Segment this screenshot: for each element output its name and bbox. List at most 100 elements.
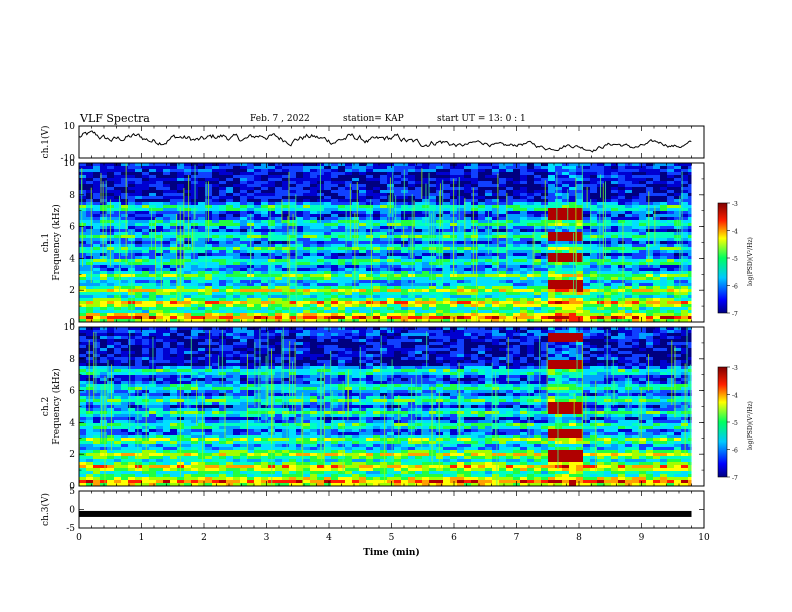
spectrogram-cell bbox=[653, 241, 660, 244]
spectrogram-cell bbox=[240, 211, 247, 214]
spectrogram-cell bbox=[401, 316, 408, 319]
spectrogram-cell bbox=[611, 199, 618, 202]
spectrogram-cell bbox=[513, 190, 520, 193]
spectrogram-cell bbox=[520, 319, 527, 322]
spectrogram-cell bbox=[688, 292, 692, 295]
spectrogram-cell bbox=[296, 193, 303, 196]
spectrogram-cell bbox=[408, 330, 415, 333]
spectrogram-cell bbox=[149, 301, 156, 304]
spectrogram-cell bbox=[492, 301, 499, 304]
spectrogram-cell bbox=[135, 172, 142, 175]
spectrogram-cell bbox=[373, 235, 380, 238]
spectrogram-cell bbox=[660, 274, 667, 277]
spectrogram-cell bbox=[492, 232, 499, 235]
spectrogram-cell bbox=[352, 199, 359, 202]
spectrogram-cell bbox=[646, 181, 653, 184]
spectrogram-cell bbox=[149, 307, 156, 310]
spectrogram-cell bbox=[576, 289, 583, 292]
spectrogram-cell bbox=[611, 292, 618, 295]
spectrogram-cell bbox=[240, 327, 247, 330]
spectrogram-cell bbox=[289, 202, 296, 205]
spectrogram-cell bbox=[345, 193, 352, 196]
spectrogram-cell bbox=[373, 292, 380, 295]
spectrogram-cell bbox=[345, 333, 352, 336]
spectrogram-cell bbox=[135, 169, 142, 172]
spectrogram-cell bbox=[415, 295, 422, 298]
spectrogram-cell bbox=[632, 181, 639, 184]
spectrogram-cell bbox=[520, 289, 527, 292]
spectrogram-cell bbox=[198, 304, 205, 307]
spectrogram-cell bbox=[338, 181, 345, 184]
spectrogram-cell bbox=[548, 250, 555, 253]
spectrogram-cell bbox=[583, 304, 590, 307]
spectrogram-cell bbox=[583, 253, 590, 256]
spectrogram-cell bbox=[611, 187, 618, 190]
spectrogram-cell bbox=[394, 283, 401, 286]
spectrogram-cell bbox=[611, 262, 618, 265]
spectrogram-cell bbox=[597, 223, 604, 226]
spectrogram-cell bbox=[562, 262, 569, 265]
spectrogram-cell bbox=[513, 271, 520, 274]
spectrogram-cell bbox=[282, 301, 289, 304]
spectrogram-cell bbox=[646, 190, 653, 193]
spectrogram-cell bbox=[429, 238, 436, 241]
spectrogram-cell bbox=[303, 199, 310, 202]
spectrogram-cell bbox=[254, 292, 261, 295]
spectrogram-cell bbox=[170, 241, 177, 244]
spectrogram-cell bbox=[471, 184, 478, 187]
spectrogram-cell bbox=[499, 193, 506, 196]
spectrogram-cell bbox=[86, 265, 93, 268]
spectrogram-cell bbox=[212, 330, 219, 333]
spectrogram-cell bbox=[114, 298, 121, 301]
spectrogram-cell bbox=[170, 283, 177, 286]
spectrogram-cell bbox=[632, 229, 639, 232]
spectrogram-cell bbox=[499, 244, 506, 247]
spectrogram-cell bbox=[443, 247, 450, 250]
spectrogram-cell bbox=[632, 295, 639, 298]
spectrogram-cell bbox=[422, 253, 429, 256]
spectrogram-cell bbox=[338, 232, 345, 235]
spectrogram-cell bbox=[135, 265, 142, 268]
spectrogram-cell bbox=[464, 172, 471, 175]
spectrogram-cell bbox=[233, 163, 240, 166]
spectrogram-cell bbox=[310, 327, 317, 330]
spectrogram-cell bbox=[527, 298, 534, 301]
spectrogram-cell bbox=[618, 271, 625, 274]
spectrogram-cell bbox=[114, 330, 121, 333]
spectrogram-cell bbox=[548, 304, 555, 307]
spectrogram-cell bbox=[485, 271, 492, 274]
spectrogram-cell bbox=[303, 316, 310, 319]
spectrogram-cell bbox=[114, 268, 121, 271]
spectrogram-cell bbox=[688, 166, 692, 169]
spectrogram-cell bbox=[590, 172, 597, 175]
spectrogram-cell bbox=[233, 223, 240, 226]
spectrogram-cell bbox=[282, 202, 289, 205]
spectrogram-cell bbox=[93, 190, 100, 193]
spectrogram-cell bbox=[625, 259, 632, 262]
spectrogram-cell bbox=[611, 307, 618, 310]
spectrogram-cell bbox=[121, 187, 128, 190]
spectrogram-cell bbox=[653, 211, 660, 214]
spectrogram-cell bbox=[380, 163, 387, 166]
spectrogram-cell bbox=[576, 232, 583, 235]
spectrogram-cell bbox=[352, 196, 359, 199]
spectrogram-cell bbox=[317, 327, 324, 330]
spectrogram-cell bbox=[555, 277, 562, 280]
spectrogram-cell bbox=[121, 286, 128, 289]
spectrogram-cell bbox=[324, 265, 331, 268]
spectrogram-cell bbox=[443, 289, 450, 292]
spectrogram-cell bbox=[254, 256, 261, 259]
spectrogram-cell bbox=[464, 280, 471, 283]
spectrogram-cell bbox=[345, 232, 352, 235]
spectrogram-cell bbox=[289, 256, 296, 259]
spectrogram-cell bbox=[352, 166, 359, 169]
spectrogram-cell bbox=[177, 313, 184, 316]
spectrogram-cell bbox=[114, 301, 121, 304]
spectrogram-cell bbox=[520, 292, 527, 295]
spectrogram-cell bbox=[163, 229, 170, 232]
spectrogram-cell bbox=[310, 166, 317, 169]
spectrogram-cell bbox=[233, 319, 240, 322]
spectrogram-cell bbox=[401, 310, 408, 313]
spectrogram-cell bbox=[555, 301, 562, 304]
spectrogram-cell bbox=[576, 283, 583, 286]
